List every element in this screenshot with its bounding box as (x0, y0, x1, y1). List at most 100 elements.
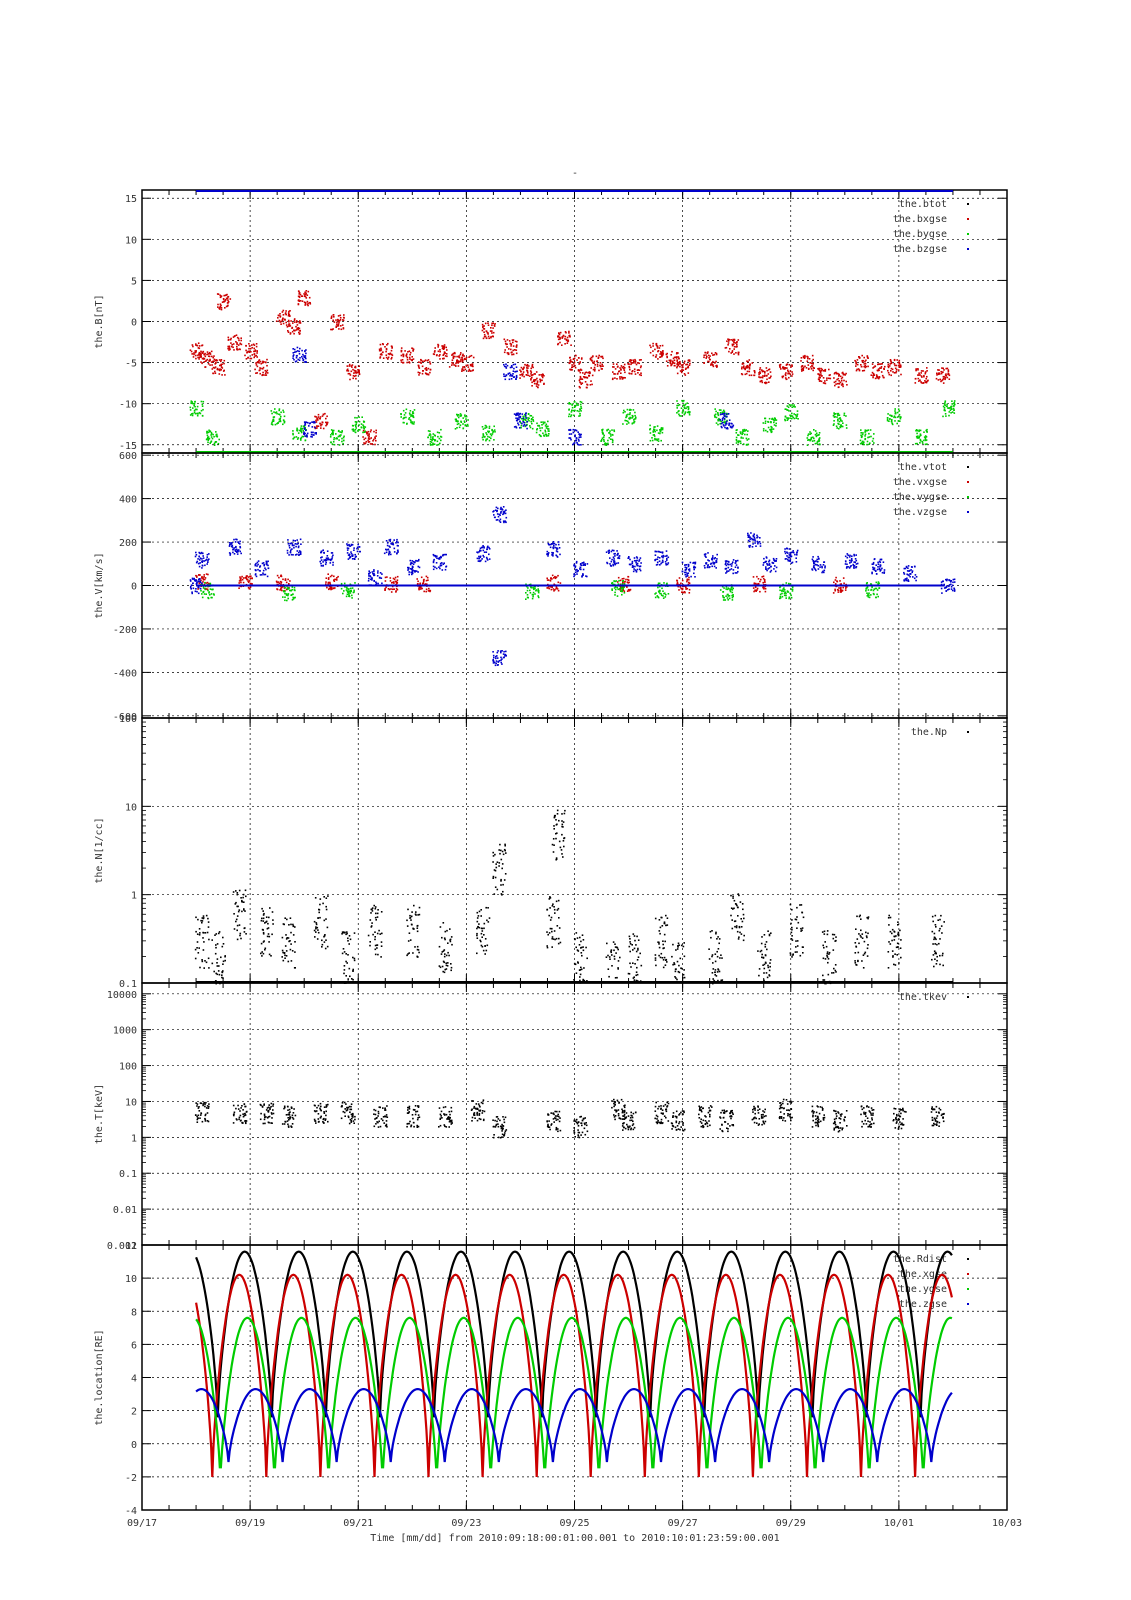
data-point (235, 334, 238, 336)
data-point (287, 330, 289, 332)
data-point (230, 542, 232, 544)
data-point (375, 429, 377, 432)
data-point (494, 323, 496, 325)
data-point (266, 562, 268, 564)
data-point (916, 429, 919, 432)
data-point (627, 422, 630, 424)
data-point (523, 375, 525, 378)
data-point (877, 583, 879, 585)
data-point (324, 559, 327, 562)
data-point (240, 339, 242, 342)
data-point (808, 358, 811, 360)
data-point (205, 559, 207, 562)
data-point (792, 405, 795, 408)
data-point (480, 549, 482, 552)
data-point (191, 353, 193, 355)
data-point (732, 595, 734, 598)
data-point (576, 404, 578, 406)
data-point (296, 327, 298, 330)
data-point (451, 353, 454, 356)
data-point (575, 437, 578, 440)
data-point (874, 365, 876, 367)
data-point (367, 441, 370, 443)
data-point (783, 587, 785, 589)
data-point (784, 367, 787, 369)
data-point (784, 416, 787, 418)
data-point (897, 361, 900, 364)
data-point (204, 366, 207, 368)
data-point (496, 510, 498, 513)
data-point (632, 409, 635, 411)
data-point (338, 321, 340, 324)
data-point (759, 380, 762, 383)
data-point (366, 433, 368, 435)
data-point (579, 412, 581, 415)
data-point (661, 427, 664, 429)
data-point (294, 321, 296, 323)
data-point (568, 332, 570, 334)
data-point (290, 553, 293, 556)
data-point (320, 559, 323, 561)
data-point (497, 650, 499, 652)
data-point (678, 413, 680, 416)
data-point (868, 592, 870, 594)
data-point (601, 429, 603, 431)
data-point (304, 435, 306, 437)
data-point (279, 315, 282, 317)
data-point (824, 380, 826, 382)
data-point (389, 353, 391, 355)
data-point (769, 376, 772, 379)
data-point (192, 578, 194, 580)
data-point (297, 295, 300, 298)
data-point (397, 545, 399, 547)
data-point (457, 414, 460, 416)
data-point (409, 568, 412, 570)
legend-marker (967, 511, 969, 513)
data-point (579, 369, 582, 371)
data-point (233, 547, 235, 549)
data-point (600, 368, 603, 370)
data-point (633, 422, 635, 424)
data-point (571, 406, 574, 409)
data-point (202, 552, 204, 555)
data-point (274, 408, 276, 410)
data-point (358, 416, 360, 418)
data-point (531, 363, 534, 366)
data-point (618, 579, 620, 582)
data-point (278, 413, 280, 415)
data-point (191, 592, 193, 595)
data-point (953, 405, 955, 407)
data-point (505, 374, 508, 377)
data-point (417, 364, 420, 367)
data-point (369, 430, 372, 433)
data-point (593, 370, 596, 372)
data-point (634, 411, 636, 414)
data-point (742, 432, 744, 435)
data-point (926, 443, 928, 445)
data-point (753, 370, 756, 373)
data-point (732, 343, 735, 345)
data-point (772, 428, 775, 430)
data-point (314, 432, 316, 434)
data-point (835, 371, 837, 374)
data-point (511, 375, 513, 377)
data-point (841, 372, 844, 374)
data-point (678, 357, 680, 360)
data-point (878, 363, 880, 365)
data-point (272, 419, 274, 421)
data-point (590, 367, 592, 369)
data-point (390, 349, 393, 352)
data-point (533, 380, 536, 383)
data-point (627, 575, 629, 578)
data-point (201, 596, 204, 599)
data-point (195, 580, 197, 582)
data-point (666, 554, 668, 557)
data-point (413, 409, 416, 411)
data-point (443, 562, 445, 564)
data-point (652, 342, 654, 345)
data-point (546, 579, 549, 581)
data-point (249, 357, 251, 360)
data-point (192, 587, 195, 590)
data-point (573, 361, 576, 364)
data-point (622, 580, 624, 582)
